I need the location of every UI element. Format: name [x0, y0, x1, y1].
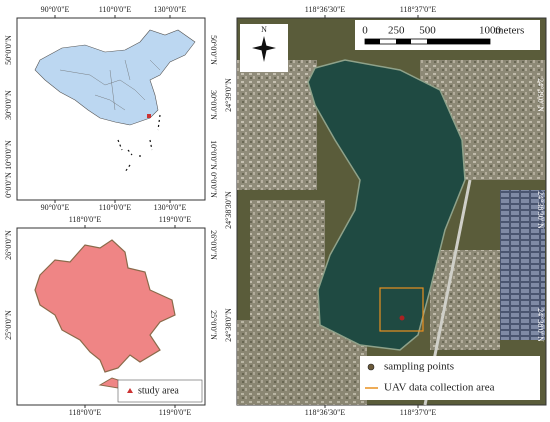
- lat-label: 24°38'0"N: [224, 308, 233, 342]
- lat-label: 25°0'0"N: [209, 310, 218, 340]
- lon-label: 118°37'0"E: [400, 408, 437, 417]
- study-location: [147, 114, 151, 118]
- lon-label: 110°0'0"E: [99, 203, 132, 212]
- lon-label: 118°0'0"E: [69, 215, 102, 224]
- urban-area: [237, 60, 317, 190]
- lat-label: 30°0'0"N: [209, 90, 218, 120]
- lon-label: 118°37'0"E: [400, 5, 437, 14]
- lon-label: 130°0'0"E: [154, 5, 187, 14]
- lat-label: 30°0'0"N: [4, 90, 13, 120]
- province-lines: [59, 59, 161, 111]
- scale-label: 0: [362, 25, 368, 37]
- scale-segment: [365, 39, 380, 44]
- lon-label: 90°0'0"E: [41, 5, 70, 14]
- scale-label: 500: [419, 25, 436, 37]
- lat-label: 24°38'30"N: [224, 191, 233, 229]
- lat-label: 10°0'0"N: [209, 140, 218, 170]
- lat-label: 10°0'0"N: [4, 140, 13, 170]
- lon-label: 118°36'30"E: [305, 5, 346, 14]
- north-label: N: [261, 25, 267, 34]
- lon-label: 130°0'0"E: [154, 203, 187, 212]
- lon-label: 119°0'0"E: [159, 408, 192, 417]
- scale-box: [355, 20, 540, 50]
- lat-label: 24°38'0"N: [536, 308, 545, 342]
- urban-area: [430, 250, 500, 350]
- scale-unit: meters: [495, 25, 524, 37]
- urban-area: [250, 200, 325, 320]
- lat-label: 24°38'30"N: [536, 191, 545, 229]
- legend-label: sampling points: [384, 361, 454, 373]
- lat-label: 50°0'0"N: [209, 35, 218, 65]
- lat-label: 24°39'0"N: [536, 78, 545, 112]
- uav-area: [379, 287, 424, 332]
- scale-label: 1000: [479, 25, 502, 37]
- lat-label: 26°0'0"N: [209, 230, 218, 260]
- lat-label: 0°0'0"N: [4, 172, 13, 198]
- scale-segment: [396, 39, 411, 44]
- sea-boundary: [117, 114, 161, 173]
- region-legend: [117, 379, 203, 403]
- legend-label: study area: [138, 385, 179, 396]
- factory-roofs: [500, 190, 545, 340]
- lon-label: 110°0'0"E: [99, 5, 132, 14]
- lon-label: 118°36'30"E: [305, 408, 346, 417]
- lat-label: 26°0'0"N: [4, 230, 13, 260]
- scale-label: 250: [388, 25, 405, 37]
- sampling-point: [399, 315, 405, 321]
- region-outline: [34, 239, 176, 373]
- lon-label: 119°0'0"E: [159, 215, 192, 224]
- lake-legend: [360, 356, 540, 400]
- lat-label: 24°39'0"N: [224, 78, 233, 112]
- lon-label: 118°0'0"E: [69, 408, 102, 417]
- legend-point: [367, 363, 375, 371]
- lon-label: 90°0'0"E: [41, 203, 70, 212]
- lat-label: 25°0'0"N: [4, 310, 13, 340]
- lat-label: 0°0'0"N: [209, 172, 218, 198]
- legend-label: UAV data collection area: [384, 382, 495, 394]
- north-arrow: [252, 36, 276, 62]
- lake: [307, 59, 466, 351]
- scale-segment: [427, 39, 490, 44]
- china-outline: [34, 29, 196, 126]
- lat-label: 50°0'0"N: [4, 35, 13, 65]
- legend-marker: [127, 388, 133, 393]
